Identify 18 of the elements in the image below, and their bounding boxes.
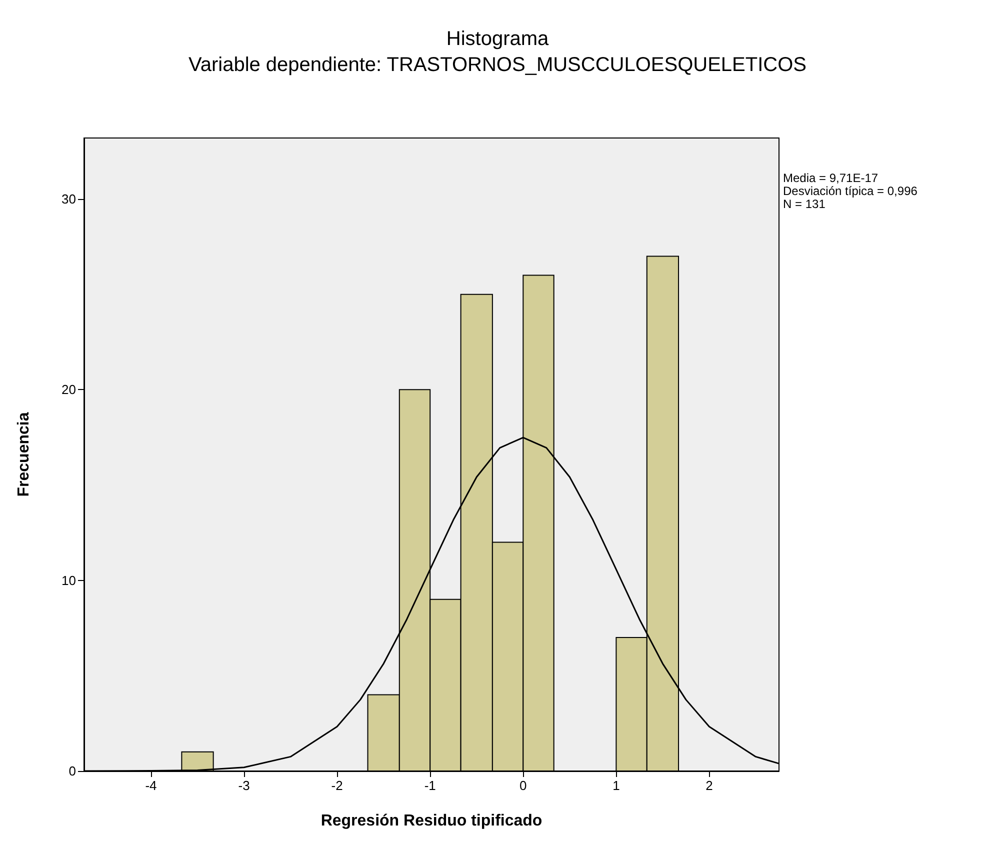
x-tick-label: -3	[238, 778, 250, 793]
text: Media = 9,71E-17	[783, 171, 878, 185]
y-tick-label: 30	[62, 192, 76, 207]
x-axis-title: Regresión Residuo tipificado	[320, 812, 542, 830]
chart-subtitle: Variable dependiente: TRASTORNOS_MUSCCULOESQUELETICOS	[188, 54, 807, 76]
x-tick-label: -1	[424, 778, 436, 793]
y-tick-label: 20	[62, 382, 76, 398]
chart-title: Histograma	[446, 28, 550, 50]
x-tick-label: -2	[331, 778, 343, 793]
x-tick-label: -4	[145, 778, 157, 793]
x-tick-label: 0	[520, 778, 527, 793]
x-tick-label: 2	[706, 778, 713, 793]
y-tick-label: 0	[68, 764, 76, 778]
x-tick-label: 1	[612, 778, 620, 793]
text: Desviación típica = 0,996	[783, 184, 918, 198]
text: N = 131	[783, 197, 826, 211]
y-tick-label: 10	[62, 572, 76, 588]
y-axis-title: Frecuencia	[16, 412, 32, 497]
